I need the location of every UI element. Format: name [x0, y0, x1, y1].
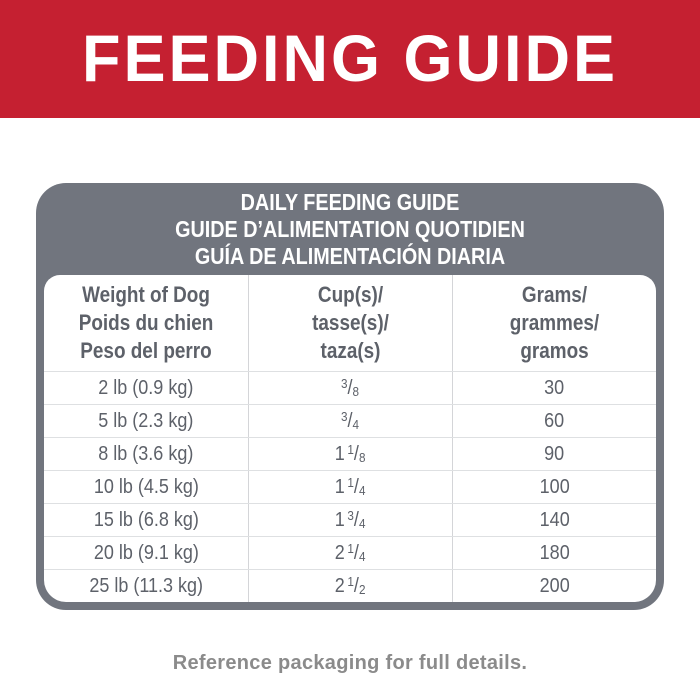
column-header-line: Peso del perro: [80, 338, 212, 363]
grams-cell: 180: [452, 537, 656, 569]
grams-cell: 90: [452, 438, 656, 470]
table-row: 25 lb (11.3 kg) 2 1/2 200: [44, 569, 656, 602]
cups-cell: 1 3/4: [248, 504, 452, 536]
cups-value: 3/8: [341, 375, 360, 400]
table-row: 8 lb (3.6 kg) 1 1/8 90: [44, 437, 656, 470]
cups-fraction-numerator: 3: [347, 507, 355, 523]
weight-value: 15 lb (6.8 kg): [93, 508, 199, 531]
cups-fraction-slash: /: [347, 376, 354, 399]
cups-fraction-denominator: 4: [353, 416, 360, 432]
grams-value: 30: [544, 376, 565, 399]
cups-value: 1 1/4: [335, 474, 366, 499]
cups-fraction-slash: /: [347, 409, 354, 432]
weight-value: 20 lb (9.1 kg): [93, 541, 199, 564]
column-header-weight: Weight of Dog Poids du chien Peso del pe…: [44, 275, 248, 371]
cups-fraction-slash: /: [354, 541, 360, 564]
column-header-cups: Cup(s)/ tasse(s)/ taza(s): [248, 275, 452, 371]
weight-cell: 8 lb (3.6 kg): [44, 438, 248, 470]
grams-cell: 100: [452, 471, 656, 503]
grams-cell: 140: [452, 504, 656, 536]
cups-cell: 3/4: [248, 405, 452, 437]
grams-value: 180: [539, 541, 570, 564]
weight-cell: 5 lb (2.3 kg): [44, 405, 248, 437]
weight-value: 5 lb (2.3 kg): [98, 409, 194, 432]
weight-value: 8 lb (3.6 kg): [98, 442, 194, 465]
weight-cell: 10 lb (4.5 kg): [44, 471, 248, 503]
column-header-line: gramos: [520, 338, 589, 363]
table-body: 2 lb (0.9 kg) 3/8 30 5 lb (2.3 kg) 3/4 60 8 lb…: [44, 371, 656, 602]
cups-fraction-denominator: 8: [359, 449, 366, 465]
column-header-line: Weight of Dog: [82, 282, 210, 307]
cups-value: 1 3/4: [335, 507, 366, 532]
weight-value: 10 lb (4.5 kg): [93, 475, 199, 498]
cups-cell: 2 1/2: [248, 570, 452, 602]
cups-fraction-slash: /: [354, 442, 360, 465]
cups-fraction-denominator: 8: [353, 383, 360, 399]
column-header-line: Poids du chien: [78, 310, 214, 335]
feeding-guide-card: DAILY FEEDING GUIDE GUIDE D’ALIMENTATION…: [36, 183, 664, 610]
cups-whole: 1: [335, 475, 346, 498]
card-header-line-en: DAILY FEEDING GUIDE: [240, 189, 460, 215]
cups-value: 2 1/4: [335, 540, 366, 565]
weight-cell: 20 lb (9.1 kg): [44, 537, 248, 569]
cups-whole: 2: [335, 541, 346, 564]
grams-value: 140: [539, 508, 570, 531]
cups-cell: 1 1/4: [248, 471, 452, 503]
cups-fraction-denominator: 4: [359, 515, 366, 531]
cups-fraction-numerator: 1: [347, 441, 355, 457]
cups-fraction-slash: /: [354, 508, 360, 531]
cups-fraction-denominator: 2: [359, 581, 366, 597]
cups-fraction-numerator: 1: [347, 474, 355, 490]
column-header-line: grammes/: [509, 310, 600, 335]
card-header: DAILY FEEDING GUIDE GUIDE D’ALIMENTATION…: [36, 183, 664, 275]
weight-value: 25 lb (11.3 kg): [89, 574, 203, 597]
column-header-line: Grams/: [521, 282, 588, 307]
card-body: Weight of Dog Poids du chien Peso del pe…: [44, 275, 656, 602]
cups-fraction-slash: /: [354, 574, 360, 597]
cups-fraction-denominator: 4: [359, 548, 366, 564]
card-header-line-es: GUÍA DE ALIMENTACIÓN DIARIA: [194, 243, 506, 269]
column-header-line: tasse(s)/: [312, 310, 389, 335]
grams-value: 60: [544, 409, 565, 432]
grams-value: 200: [539, 574, 570, 597]
cups-fraction-numerator: 1: [347, 573, 355, 589]
footer-note: Reference packaging for full details.: [172, 652, 528, 674]
weight-value: 2 lb (0.9 kg): [98, 376, 194, 399]
grams-cell: 200: [452, 570, 656, 602]
card-header-line-fr: GUIDE D’ALIMENTATION QUOTIDIEN: [175, 216, 525, 242]
column-header-grams: Grams/ grammes/ gramos: [452, 275, 656, 371]
grams-cell: 60: [452, 405, 656, 437]
table-row: 5 lb (2.3 kg) 3/4 60: [44, 404, 656, 437]
feeding-guide-banner: FEEDING GUIDE: [0, 0, 700, 118]
cups-cell: 1 1/8: [248, 438, 452, 470]
cups-whole: 2: [335, 574, 346, 597]
weight-cell: 15 lb (6.8 kg): [44, 504, 248, 536]
cups-fraction-slash: /: [354, 475, 360, 498]
column-header-line: Cup(s)/: [317, 282, 384, 307]
weight-cell: 25 lb (11.3 kg): [44, 570, 248, 602]
banner-title: FEEDING GUIDE: [81, 22, 619, 96]
cups-value: 1 1/8: [335, 441, 366, 466]
cups-value: 3/4: [341, 408, 360, 433]
grams-cell: 30: [452, 372, 656, 404]
cups-fraction-numerator: 1: [347, 540, 355, 556]
footer: Reference packaging for full details.: [0, 652, 700, 675]
weight-cell: 2 lb (0.9 kg): [44, 372, 248, 404]
cups-whole: 1: [335, 442, 346, 465]
cups-fraction-numerator: 3: [341, 375, 348, 391]
table-row: 15 lb (6.8 kg) 1 3/4 140: [44, 503, 656, 536]
grams-value: 100: [539, 475, 570, 498]
table-row: 10 lb (4.5 kg) 1 1/4 100: [44, 470, 656, 503]
cups-fraction-denominator: 4: [359, 482, 366, 498]
cups-cell: 2 1/4: [248, 537, 452, 569]
column-headers: Weight of Dog Poids du chien Peso del pe…: [44, 275, 656, 371]
cups-whole: 1: [335, 508, 346, 531]
table-row: 20 lb (9.1 kg) 2 1/4 180: [44, 536, 656, 569]
grams-value: 90: [544, 442, 565, 465]
cups-cell: 3/8: [248, 372, 452, 404]
cups-fraction-numerator: 3: [341, 408, 348, 424]
column-header-line: taza(s): [320, 338, 381, 363]
table-row: 2 lb (0.9 kg) 3/8 30: [44, 371, 656, 404]
cups-value: 2 1/2: [335, 573, 366, 598]
